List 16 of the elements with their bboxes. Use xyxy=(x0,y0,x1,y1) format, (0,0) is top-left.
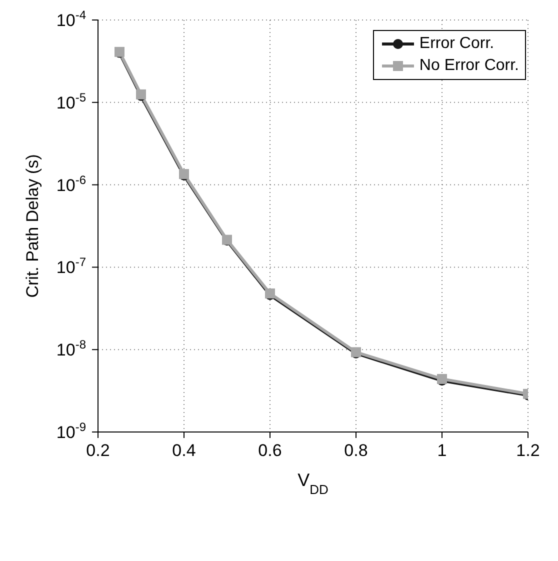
y-tick-label: 10$^{-7}$ xyxy=(56,255,86,278)
x-tick-label: 0.2 xyxy=(86,441,110,460)
x-axis-title: V$_{DD}$ xyxy=(298,470,328,496)
legend-label: Error Corr. xyxy=(419,34,494,54)
y-tick-label: 10$^{-9}$ xyxy=(56,420,86,442)
x-tick-label: 0.6 xyxy=(258,441,282,460)
x-tick-label: 1 xyxy=(437,441,447,460)
legend-label: No Error Corr. xyxy=(419,56,519,76)
x-tick-label: 1.2 xyxy=(516,441,540,460)
y-axis-title: Crit. Path Delay (s) xyxy=(23,154,42,298)
y-tick-label: 10$^{-8}$ xyxy=(56,338,86,360)
y-tick-label: 10$^{-6}$ xyxy=(56,172,86,195)
y-tick-label: 10$^{-4}$ xyxy=(56,8,86,30)
x-tick-label: 0.4 xyxy=(172,441,196,460)
x-tick-label: 0.8 xyxy=(344,441,368,460)
y-tick-label: 10$^{-5}$ xyxy=(56,90,86,112)
